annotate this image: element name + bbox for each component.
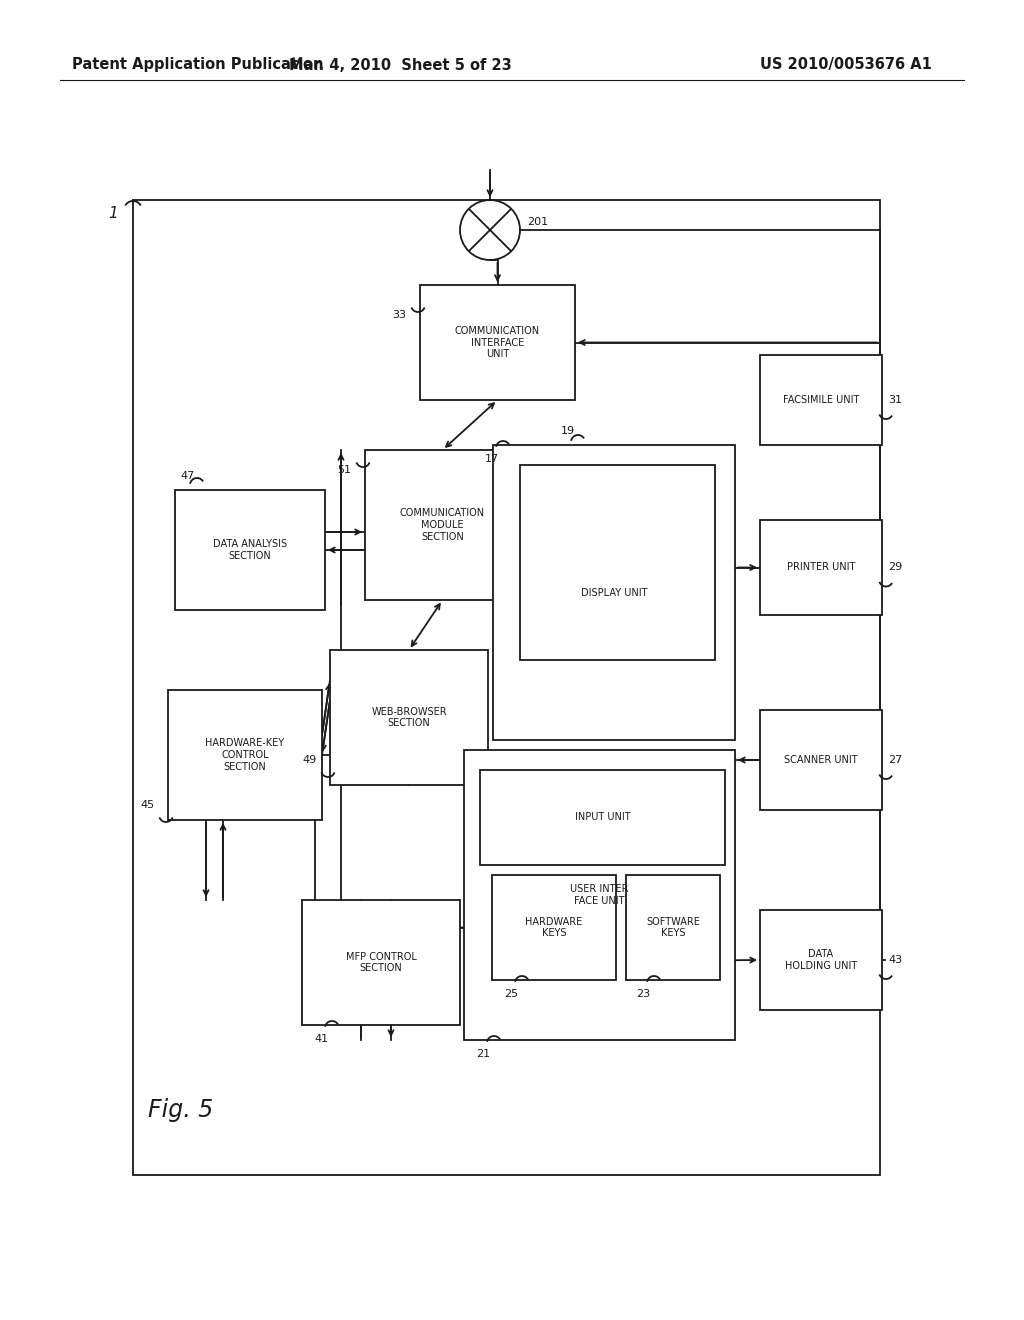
Text: 19: 19 (561, 426, 575, 436)
Text: SCANNER UNIT: SCANNER UNIT (784, 755, 858, 766)
Text: 49: 49 (302, 755, 316, 766)
Bar (175, 490, 325, 610)
Text: COMMUNICATION
INTERFACE
UNIT: COMMUNICATION INTERFACE UNIT (455, 326, 540, 359)
Bar (420, 285, 575, 400)
Text: 41: 41 (314, 1034, 328, 1044)
Text: US 2010/0053676 A1: US 2010/0053676 A1 (760, 58, 932, 73)
Text: COMMUNICATION
MODULE
SECTION: COMMUNICATION MODULE SECTION (400, 508, 485, 541)
Text: USER INTER
FACE UNIT: USER INTER FACE UNIT (570, 884, 629, 906)
Bar (168, 690, 322, 820)
Text: WEB-BROWSER
SECTION: WEB-BROWSER SECTION (371, 706, 446, 729)
Text: 21: 21 (476, 1049, 490, 1059)
Bar (760, 520, 882, 615)
Text: SOFTWARE
KEYS: SOFTWARE KEYS (646, 916, 700, 939)
Bar (493, 445, 735, 741)
Bar (302, 900, 460, 1026)
Text: DATA
HOLDING UNIT: DATA HOLDING UNIT (784, 949, 857, 970)
Text: 33: 33 (392, 310, 406, 319)
Text: 27: 27 (888, 755, 902, 766)
Text: 29: 29 (888, 562, 902, 573)
Bar (330, 649, 488, 785)
Text: FACSIMILE UNIT: FACSIMILE UNIT (782, 395, 859, 405)
Text: MFP CONTROL
SECTION: MFP CONTROL SECTION (345, 952, 417, 973)
Text: 23: 23 (636, 989, 650, 999)
Text: Fig. 5: Fig. 5 (148, 1098, 213, 1122)
Bar (133, 201, 880, 1175)
Bar (760, 710, 882, 810)
Text: 1: 1 (109, 206, 118, 220)
Text: 201: 201 (527, 216, 548, 227)
Text: 45: 45 (140, 800, 155, 810)
Text: INPUT UNIT: INPUT UNIT (574, 813, 631, 822)
Text: DATA ANALYSIS
SECTION: DATA ANALYSIS SECTION (213, 539, 287, 561)
Text: 43: 43 (888, 954, 902, 965)
Bar (464, 750, 735, 1040)
Text: 31: 31 (888, 395, 902, 405)
Bar (520, 465, 715, 660)
Bar (760, 909, 882, 1010)
Bar (492, 875, 616, 979)
Bar (480, 770, 725, 865)
Text: 17: 17 (485, 454, 499, 465)
Text: DISPLAY UNIT: DISPLAY UNIT (581, 587, 647, 598)
Bar (365, 450, 520, 601)
Text: 47: 47 (180, 471, 195, 480)
Text: 51: 51 (337, 465, 351, 475)
Text: Mar. 4, 2010  Sheet 5 of 23: Mar. 4, 2010 Sheet 5 of 23 (289, 58, 511, 73)
Bar (760, 355, 882, 445)
Text: 25: 25 (504, 989, 518, 999)
Text: PRINTER UNIT: PRINTER UNIT (786, 562, 855, 573)
Text: HARDWARE
KEYS: HARDWARE KEYS (525, 916, 583, 939)
Text: HARDWARE-KEY
CONTROL
SECTION: HARDWARE-KEY CONTROL SECTION (206, 738, 285, 772)
Text: Patent Application Publication: Patent Application Publication (72, 58, 324, 73)
Bar (626, 875, 720, 979)
